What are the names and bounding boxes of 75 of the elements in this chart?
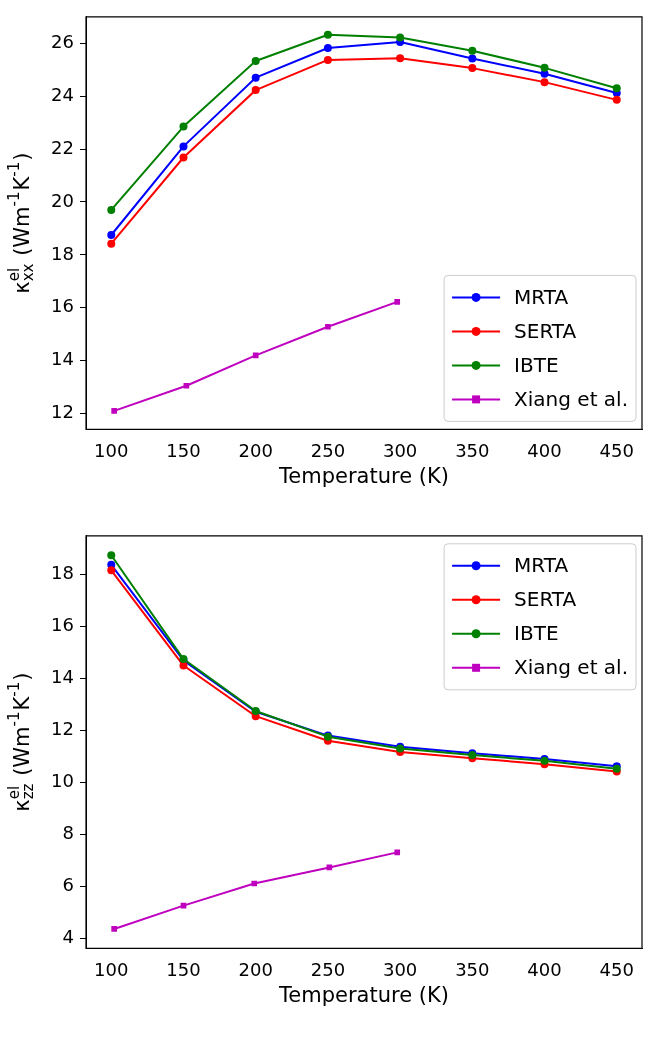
x-tick-label: 350 [455,439,490,461]
legend-label: MRTA [514,553,569,577]
x-tick-label: 200 [238,439,273,461]
point [107,205,116,214]
x-tick-label: 100 [94,958,129,980]
point [394,849,401,856]
x-tick-label: 250 [310,439,346,461]
point [179,142,188,151]
point [107,551,116,560]
point [323,30,332,39]
y-tick-label: 14 [51,666,74,688]
x-tick-label: 250 [310,958,346,980]
y-tick-label: 12 [51,401,74,423]
point [394,299,401,305]
point [107,239,116,248]
point [540,63,549,72]
point [107,231,116,239]
x-tick-label: 400 [527,958,562,980]
y-tick-label: 16 [51,295,74,317]
point [612,84,621,93]
legend-label: IBTE [514,621,559,645]
legend-label: IBTE [514,352,559,377]
y-tick-label: 18 [51,562,74,584]
point [323,44,332,53]
legend-label: SERTA [514,587,577,611]
point [179,122,188,131]
point [252,352,259,359]
point [111,408,117,414]
y-tick-label: 12 [51,718,74,740]
x-axis-title: Temperature (K) [278,463,449,488]
y-tick-label: 10 [51,769,74,791]
y-tick-label: 16 [51,614,74,636]
point [323,55,332,64]
x-tick-label: 300 [382,958,418,980]
legend-label: Xiang et al. [514,655,629,679]
point [251,56,260,65]
y-tick-label: 26 [51,30,74,52]
point [111,926,117,932]
legend-label: MRTA [514,284,569,309]
y-tick-label: 22 [51,136,74,158]
point [468,46,477,55]
y-tick-label: 6 [62,873,74,895]
point [251,880,258,887]
x-tick-label: 350 [455,958,490,980]
point [468,64,477,73]
point [396,33,405,42]
point [612,95,621,104]
point [325,323,331,330]
y-tick-label: 18 [51,242,74,264]
point [183,382,190,389]
point [396,54,405,63]
y-tick-label: 8 [62,821,74,843]
x-tick-label: 150 [166,439,201,461]
x-tick-label: 450 [599,958,634,980]
x-tick-label: 200 [238,958,273,980]
point [251,73,260,82]
y-axis-title: κzzel (Wm-1K-1) [5,672,38,812]
x-tick-label: 100 [94,439,129,461]
y-tick-label: 4 [62,925,74,947]
y-tick-label: 24 [51,83,74,105]
point [179,153,188,162]
legend-label: SERTA [514,318,577,343]
legend-label: Xiang et al. [514,386,629,411]
y-tick-label: 14 [51,348,74,370]
y-tick-label: 20 [51,189,74,211]
x-tick-label: 300 [382,439,418,461]
y-axis-title: κxxel (Wm-1K-1) [5,152,38,294]
point [540,78,549,87]
point [468,54,477,63]
x-tick-label: 400 [527,439,562,461]
x-tick-label: 150 [166,958,201,980]
point [251,86,260,95]
x-axis-title: Temperature (K) [278,982,449,1007]
x-tick-label: 450 [599,439,634,461]
point [107,566,116,575]
